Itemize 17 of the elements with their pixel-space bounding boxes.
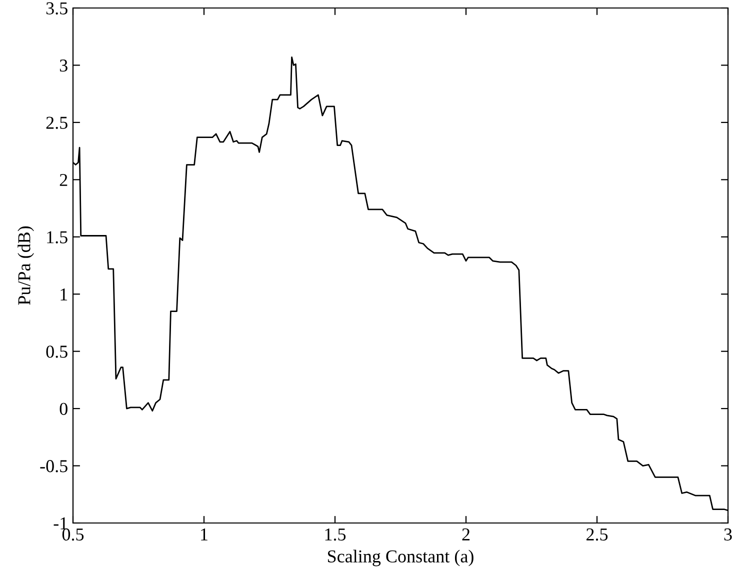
y-tick-label: -0.5 bbox=[40, 460, 68, 472]
x-tick-label: 1.5 bbox=[325, 528, 346, 541]
y-tick-label: 3 bbox=[60, 60, 68, 72]
x-tick-label: 2 bbox=[462, 528, 470, 540]
y-tick-label: -1 bbox=[54, 517, 68, 530]
x-tick-label: 2.5 bbox=[586, 528, 608, 541]
x-tick-label: 1 bbox=[201, 528, 208, 540]
y-tick-label: 0.5 bbox=[46, 346, 68, 358]
x-tick-label: 3 bbox=[724, 528, 732, 541]
y-tick-label: 2.5 bbox=[46, 116, 68, 129]
y-tick-label: 1 bbox=[60, 288, 68, 300]
y-tick-label: 2 bbox=[60, 174, 68, 186]
y-tick-label: 3.5 bbox=[46, 2, 68, 15]
y-axis-title: Pu/Pa (dB) bbox=[18, 226, 34, 305]
x-axis-title: Scaling Constant (a) bbox=[328, 550, 474, 566]
y-tick-label: 1.5 bbox=[47, 231, 68, 244]
y-tick-label: 0 bbox=[60, 402, 68, 415]
